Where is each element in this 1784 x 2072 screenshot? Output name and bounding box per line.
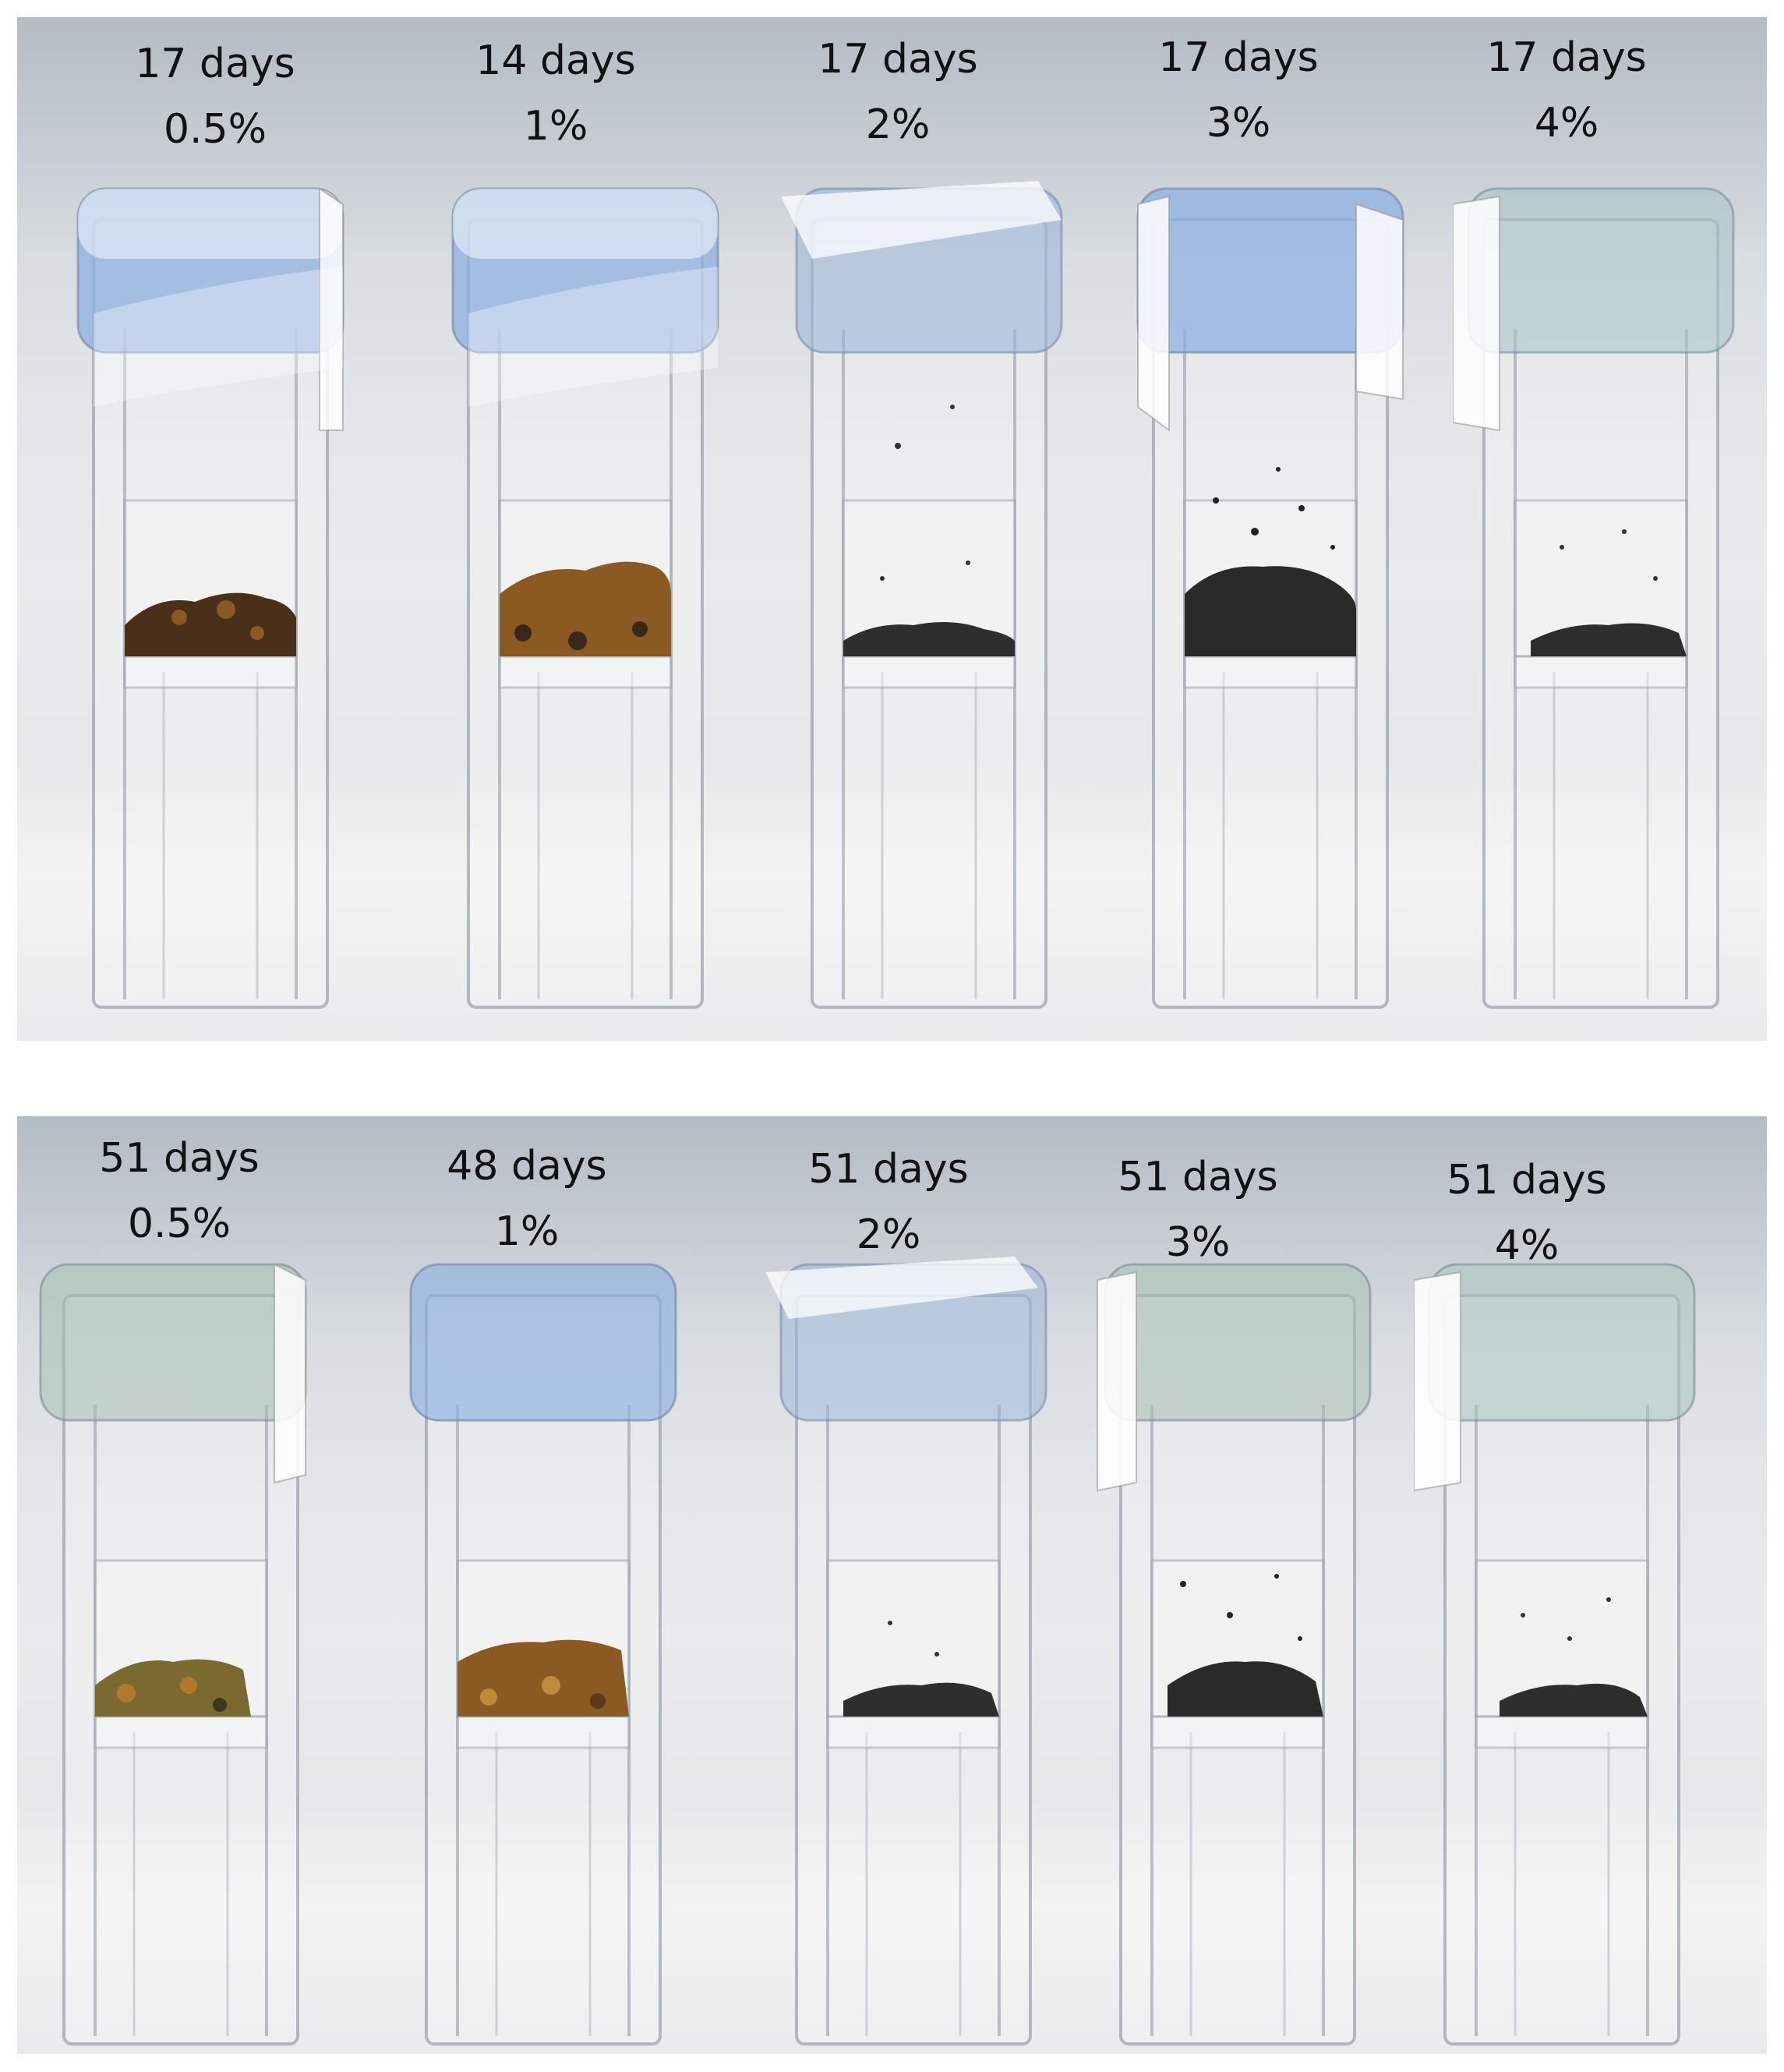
cuvette [17,1249,313,2052]
vial-label: 17 days 2% [765,27,1030,157]
vial-label: 17 days 4% [1434,25,1699,156]
concentration-label: 1% [494,1208,560,1255]
cuvette [62,173,359,1015]
concentration-label: 1% [523,103,588,150]
duration-label: 51 days [1118,1154,1278,1200]
vial-label: 17 days 0.5% [83,31,348,162]
cuvette [1453,173,1749,1015]
vial-label: 51 days 0.5% [47,1126,312,1257]
concentration-label: 3% [1165,1219,1231,1266]
concentration-label: 0.5% [163,106,267,153]
duration-label: 51 days [808,1146,969,1193]
vial-label: 17 days 3% [1106,25,1371,156]
vial-label: 51 days 4% [1394,1147,1659,1278]
vial-label: 51 days 2% [756,1137,1021,1268]
cuvette [437,173,733,1015]
photo-panel-bottom: 51 days 0.5% 48 days 1% 51 days 2% 51 da… [17,1116,1767,2054]
cuvette [395,1249,691,2052]
duration-label: 51 days [99,1135,260,1182]
vial-label: 51 days 3% [1065,1144,1330,1275]
concentration-label: 4% [1494,1222,1560,1269]
cuvette [765,1249,1062,2052]
concentration-label: 2% [856,1211,921,1258]
duration-label: 17 days [135,41,295,87]
duration-label: 17 days [1486,34,1647,81]
cuvette [781,173,1077,1015]
concentration-label: 2% [865,101,931,148]
concentration-label: 0.5% [127,1200,231,1247]
photo-panel-top: 17 days 0.5% 14 days 1% 17 days 2% 17 da… [17,17,1767,1041]
vial-label: 14 days 1% [423,28,688,159]
duration-label: 51 days [1447,1157,1607,1204]
duration-label: 17 days [818,36,978,83]
duration-label: 17 days [1158,34,1319,81]
cuvette [1122,173,1418,1015]
concentration-label: 3% [1206,100,1271,147]
duration-label: 14 days [475,37,636,84]
cuvette [1414,1249,1710,2052]
cuvette [1090,1249,1386,2052]
duration-label: 48 days [447,1143,607,1190]
vial-label: 48 days 1% [394,1133,659,1264]
concentration-label: 4% [1534,100,1599,147]
